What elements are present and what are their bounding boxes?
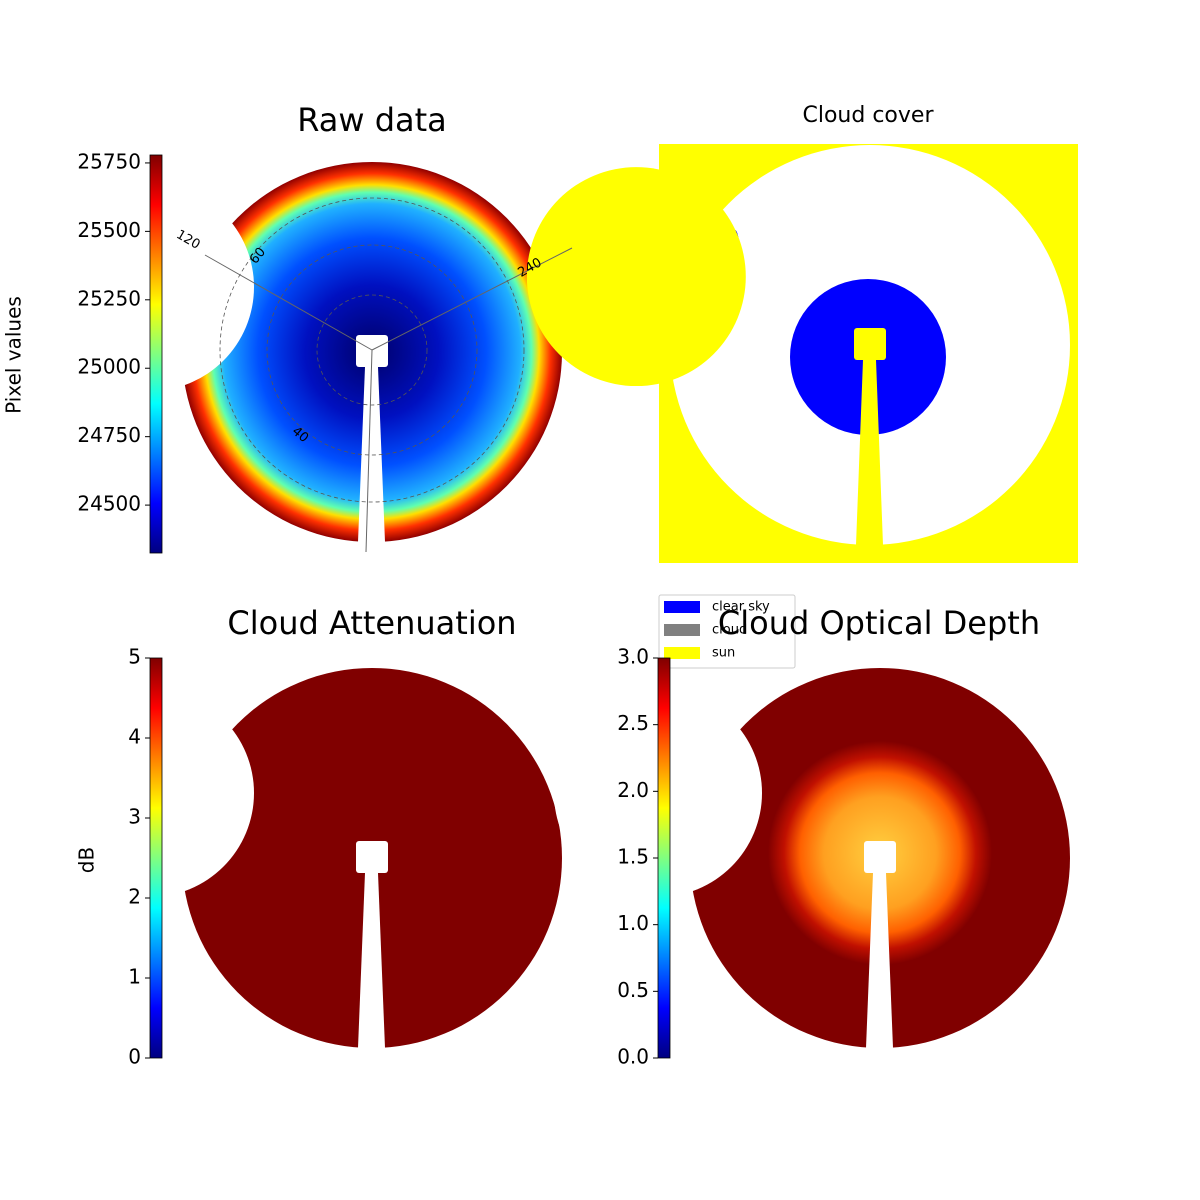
panel-title: Raw data xyxy=(297,101,447,139)
polar-spoke xyxy=(365,349,373,553)
mask-region xyxy=(866,873,893,1048)
polar-spokes xyxy=(204,247,573,553)
colorbar-tick-label: 0.5 xyxy=(617,978,649,1002)
polar-spoke xyxy=(204,254,373,351)
legend-swatch xyxy=(664,647,700,659)
legend-swatch xyxy=(664,601,700,613)
legend-label: cloud xyxy=(712,623,747,638)
mask-region xyxy=(526,167,746,387)
colorbar-tick-label: 3 xyxy=(128,805,141,829)
colorbar-tick-label: 2.5 xyxy=(617,711,649,735)
colorbar-tick-label: 1 xyxy=(128,965,141,989)
polar-ring xyxy=(266,244,478,456)
polar-ring xyxy=(316,294,428,406)
colorbar-tick-label: 3.0 xyxy=(617,645,649,669)
colorbar-tick-label: 4 xyxy=(128,725,141,749)
colorbar-tick-label: 25750 xyxy=(77,149,141,173)
mask-region xyxy=(854,328,886,360)
legend-swatch xyxy=(664,624,700,636)
colorbar xyxy=(657,657,671,1059)
colorbar-tick-label: 0.0 xyxy=(617,1045,649,1069)
colorbar-tick-label: 25250 xyxy=(77,286,141,310)
colorbar-tick-label: 2.0 xyxy=(617,778,649,802)
colorbar xyxy=(149,154,163,554)
colorbar-tick-label: 0 xyxy=(128,1045,141,1069)
legend-label: clear sky xyxy=(712,600,770,615)
colorbar-tick-label: 24750 xyxy=(77,423,141,447)
colorbar-tick-label: 5 xyxy=(128,645,141,669)
colorbar-tick-label: 1.5 xyxy=(617,845,649,869)
colorbar-tick-label: 1.0 xyxy=(617,911,649,935)
panel-title: Cloud Optical Depth xyxy=(718,604,1040,642)
colorbar-tick-label: 25500 xyxy=(77,218,141,242)
mask-region xyxy=(856,360,883,545)
panel-title: Cloud cover xyxy=(803,103,935,128)
colorbar xyxy=(149,657,163,1059)
colorbar-tick-label: 2 xyxy=(128,885,141,909)
images xyxy=(46,144,1078,1048)
mask-region xyxy=(864,841,896,873)
mask-region xyxy=(358,367,385,542)
colorbar-label: Pixel values xyxy=(2,296,26,414)
polar-ring xyxy=(219,197,525,503)
mask-region xyxy=(358,873,385,1048)
legend-label: sun xyxy=(712,646,735,661)
colorbar-tick-label: 24500 xyxy=(77,492,141,516)
colorbar-label: dB xyxy=(75,847,99,873)
polar-grid xyxy=(219,197,525,503)
polar-spoke xyxy=(371,247,573,351)
mask-region xyxy=(356,841,388,873)
colorbar-tick-label: 25000 xyxy=(77,355,141,379)
panel-title: Cloud Attenuation xyxy=(227,604,516,642)
